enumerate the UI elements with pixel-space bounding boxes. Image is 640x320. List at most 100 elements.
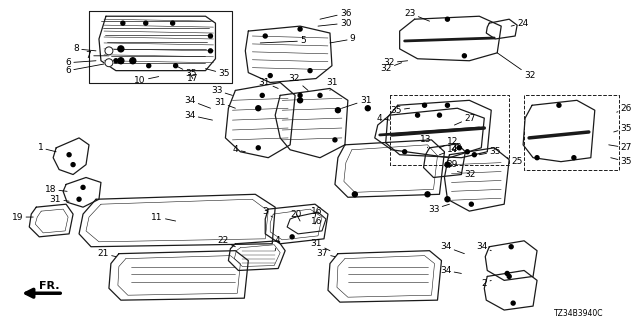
Text: 8: 8 (74, 44, 96, 53)
Circle shape (438, 113, 442, 117)
Text: 4: 4 (275, 236, 280, 251)
Circle shape (260, 93, 264, 97)
Text: 26: 26 (617, 104, 632, 113)
Circle shape (308, 69, 312, 73)
Text: 35: 35 (175, 66, 197, 78)
Circle shape (458, 146, 461, 150)
Text: 31: 31 (50, 195, 69, 204)
Text: 6: 6 (65, 63, 111, 75)
Circle shape (535, 156, 539, 160)
Text: 32: 32 (383, 58, 408, 67)
Text: 2: 2 (482, 279, 492, 288)
Text: 18: 18 (45, 185, 67, 194)
Text: 35: 35 (611, 157, 632, 166)
Circle shape (209, 49, 212, 53)
Text: 34: 34 (440, 266, 461, 275)
Text: 31: 31 (310, 239, 330, 251)
Circle shape (171, 21, 175, 25)
Text: 9: 9 (330, 35, 356, 44)
Text: 6: 6 (65, 58, 96, 67)
Circle shape (572, 156, 576, 160)
Circle shape (403, 150, 406, 154)
Text: 35: 35 (614, 124, 632, 132)
Text: 12: 12 (440, 137, 459, 148)
Circle shape (507, 275, 511, 278)
Circle shape (144, 21, 148, 25)
Circle shape (422, 103, 426, 107)
Circle shape (445, 103, 449, 107)
Text: 5: 5 (260, 36, 306, 45)
Text: TZ34B3940C: TZ34B3940C (554, 308, 604, 317)
Circle shape (298, 27, 302, 31)
Circle shape (256, 106, 260, 111)
Circle shape (365, 106, 371, 111)
Text: 1: 1 (38, 143, 56, 152)
Circle shape (290, 235, 294, 239)
Circle shape (81, 185, 85, 189)
Text: 19: 19 (12, 212, 33, 221)
Circle shape (105, 47, 113, 55)
Circle shape (268, 74, 272, 77)
Text: 31: 31 (326, 78, 338, 91)
Circle shape (173, 64, 178, 68)
Text: 37: 37 (316, 249, 335, 258)
Text: 28: 28 (450, 143, 461, 152)
Circle shape (67, 153, 71, 157)
Circle shape (121, 21, 125, 25)
Text: 21: 21 (97, 249, 116, 258)
Text: 11: 11 (151, 212, 175, 221)
Text: 31: 31 (214, 98, 236, 108)
Text: 34: 34 (184, 111, 212, 120)
Text: 35: 35 (479, 147, 500, 156)
Circle shape (298, 93, 302, 97)
Text: 14: 14 (440, 145, 459, 155)
Circle shape (263, 34, 268, 38)
Circle shape (472, 153, 476, 157)
Circle shape (415, 113, 420, 117)
Text: 36: 36 (320, 9, 351, 19)
Circle shape (509, 245, 513, 249)
Text: 23: 23 (404, 9, 429, 21)
Circle shape (71, 163, 75, 167)
Circle shape (469, 202, 474, 206)
Circle shape (318, 93, 322, 97)
Text: 20: 20 (291, 210, 302, 221)
Text: 32: 32 (380, 63, 402, 73)
Circle shape (425, 192, 430, 197)
Text: 16: 16 (310, 217, 322, 226)
Text: 13: 13 (420, 135, 431, 148)
Circle shape (105, 59, 113, 67)
Text: 33: 33 (428, 204, 449, 214)
Text: FR.: FR. (39, 281, 60, 291)
Circle shape (147, 64, 151, 68)
Text: 25: 25 (507, 157, 522, 166)
Text: 32: 32 (497, 53, 536, 80)
Circle shape (335, 108, 340, 113)
Text: 31: 31 (342, 96, 371, 108)
Text: 32: 32 (458, 170, 476, 179)
Circle shape (333, 138, 337, 142)
Circle shape (511, 301, 515, 305)
Text: 35: 35 (205, 69, 230, 78)
Text: 22: 22 (217, 236, 236, 247)
Text: 29: 29 (446, 160, 458, 169)
Circle shape (298, 98, 303, 103)
Text: 16: 16 (310, 207, 322, 217)
Text: 30: 30 (318, 19, 351, 28)
Circle shape (77, 197, 81, 201)
Text: 17: 17 (187, 74, 198, 83)
Text: 34: 34 (440, 242, 465, 254)
Circle shape (505, 271, 509, 276)
Text: 24: 24 (511, 19, 529, 28)
Circle shape (465, 150, 469, 154)
Text: 33: 33 (211, 86, 232, 95)
Text: 3: 3 (262, 207, 272, 217)
Text: 35: 35 (390, 106, 410, 115)
Circle shape (130, 58, 136, 64)
Text: 4: 4 (233, 145, 245, 154)
Text: 31: 31 (259, 78, 278, 88)
Circle shape (256, 146, 260, 150)
Circle shape (353, 192, 357, 197)
Circle shape (209, 34, 212, 38)
Circle shape (114, 59, 118, 63)
